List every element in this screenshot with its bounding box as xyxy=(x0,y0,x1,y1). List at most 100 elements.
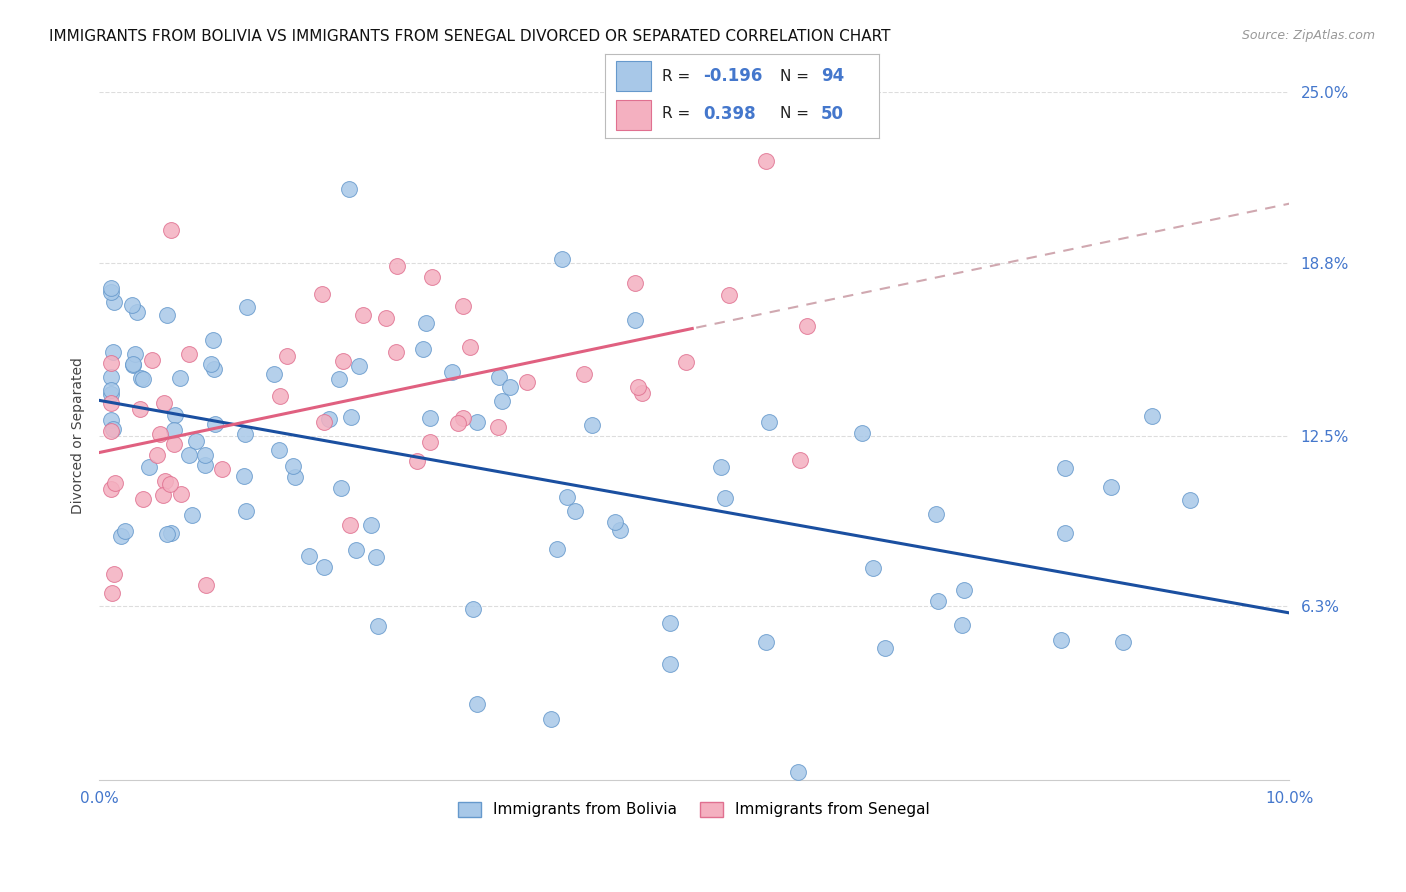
Point xyxy=(169,487,191,501)
Point xyxy=(710,460,733,475)
Point xyxy=(419,411,441,425)
Point xyxy=(200,357,222,371)
Point xyxy=(121,298,143,312)
Point xyxy=(347,359,370,374)
Point xyxy=(415,316,437,330)
Point xyxy=(451,299,474,313)
Point xyxy=(873,640,896,655)
Point xyxy=(659,657,682,672)
Point xyxy=(440,365,463,379)
Point xyxy=(339,410,361,425)
Point xyxy=(581,418,603,433)
Point xyxy=(332,353,354,368)
Point xyxy=(465,697,488,711)
Point xyxy=(675,355,697,369)
Point xyxy=(318,412,340,426)
Point xyxy=(104,475,127,490)
Point xyxy=(100,386,122,401)
Point xyxy=(1053,526,1076,541)
Point xyxy=(100,482,122,496)
Point xyxy=(491,394,513,409)
Point xyxy=(1099,480,1122,494)
Point xyxy=(486,419,509,434)
Point xyxy=(236,300,259,314)
Point xyxy=(1054,461,1077,475)
Point xyxy=(267,443,290,458)
Point xyxy=(789,452,811,467)
Point xyxy=(311,287,333,301)
Point xyxy=(194,458,217,472)
Point xyxy=(344,542,367,557)
Point xyxy=(163,436,186,450)
Point xyxy=(132,372,155,386)
Point xyxy=(100,370,122,384)
Point xyxy=(124,347,146,361)
Point xyxy=(337,181,360,195)
Point xyxy=(375,310,398,325)
Point xyxy=(367,619,389,633)
Point xyxy=(458,340,481,354)
Point xyxy=(160,525,183,540)
Point xyxy=(1178,492,1201,507)
Point xyxy=(194,448,217,462)
Point xyxy=(758,415,780,429)
Point xyxy=(263,367,285,381)
Point xyxy=(1050,633,1073,648)
Point xyxy=(180,508,202,522)
Point xyxy=(100,356,122,370)
Point xyxy=(630,385,652,400)
Point xyxy=(714,491,737,506)
Point xyxy=(385,345,408,359)
Point xyxy=(627,380,650,394)
Point xyxy=(447,416,470,430)
Point xyxy=(129,370,152,384)
Point xyxy=(211,461,233,475)
Point xyxy=(463,602,485,616)
Point xyxy=(862,561,884,575)
Y-axis label: Divorced or Separated: Divorced or Separated xyxy=(72,358,86,515)
Point xyxy=(122,358,145,372)
Point xyxy=(100,285,122,300)
Point xyxy=(551,252,574,266)
Point xyxy=(786,764,808,779)
Point xyxy=(314,415,336,429)
Point xyxy=(659,615,682,630)
Point xyxy=(406,454,429,468)
Point xyxy=(281,458,304,473)
Point xyxy=(796,318,818,333)
Point xyxy=(194,578,217,592)
Point xyxy=(540,712,562,726)
Point xyxy=(155,475,177,489)
Point xyxy=(412,343,434,357)
Point xyxy=(422,269,444,284)
Point xyxy=(276,349,298,363)
Point xyxy=(385,259,408,273)
Point xyxy=(152,487,174,501)
Point xyxy=(284,470,307,484)
Point xyxy=(453,411,475,425)
Point xyxy=(146,448,169,462)
Point xyxy=(163,423,186,437)
Text: R =: R = xyxy=(662,106,696,121)
Point xyxy=(156,308,179,322)
Point xyxy=(110,529,132,543)
Point xyxy=(516,376,538,390)
Point xyxy=(202,362,225,376)
Point xyxy=(498,380,520,394)
Point xyxy=(100,413,122,427)
Point xyxy=(269,389,291,403)
Point xyxy=(103,295,125,310)
Point xyxy=(927,594,949,608)
Point xyxy=(141,352,163,367)
Point xyxy=(755,635,778,649)
Legend: Immigrants from Bolivia, Immigrants from Senegal: Immigrants from Bolivia, Immigrants from… xyxy=(453,796,936,823)
FancyBboxPatch shape xyxy=(616,62,651,91)
Point xyxy=(717,288,740,302)
Point xyxy=(851,425,873,440)
Point xyxy=(330,481,353,495)
Point xyxy=(465,415,488,429)
Point xyxy=(328,372,350,386)
Point xyxy=(103,422,125,436)
Point xyxy=(555,490,578,504)
Point xyxy=(186,434,208,448)
